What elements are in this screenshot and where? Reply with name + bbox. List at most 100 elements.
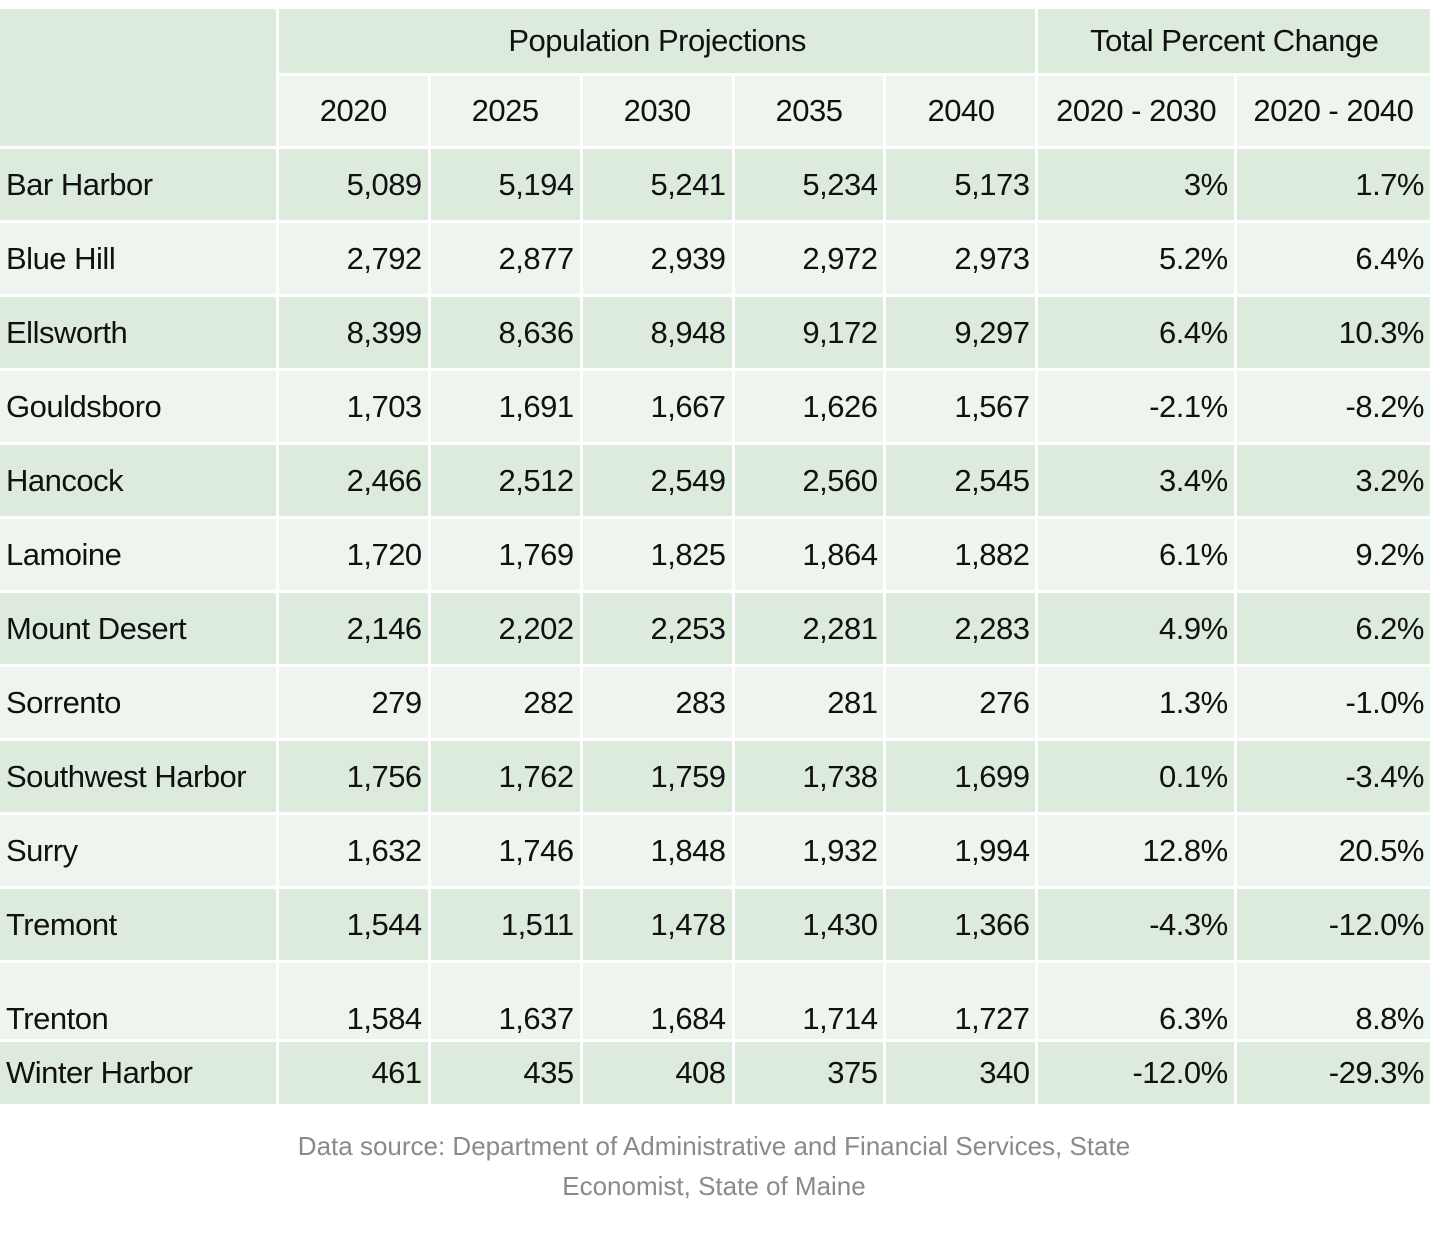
- column-header: 2040: [886, 76, 1036, 146]
- percent-change-cell: 6.4%: [1038, 297, 1234, 368]
- percent-change-cell: 1.3%: [1038, 667, 1234, 738]
- column-header: 2020 - 2040: [1236, 76, 1430, 146]
- population-value-cell: 8,399: [278, 297, 428, 368]
- data-source-note: Data source: Department of Administrativ…: [0, 1126, 1428, 1206]
- table-row: Surry 1,632 1,746 1,848 1,932 1,994 12.8% 20.5%: [0, 815, 1430, 886]
- population-value-cell: 1,430: [734, 889, 884, 960]
- population-value-cell: 1,762: [430, 741, 580, 812]
- table-body: Bar Harbor 5,089 5,194 5,241 5,234 5,173 3% 1.7…: [0, 149, 1430, 1104]
- population-value-cell: 340: [886, 1042, 1036, 1104]
- population-value-cell: 435: [430, 1042, 580, 1104]
- column-header: 2025: [430, 76, 580, 146]
- town-name-cell: Mount Desert: [0, 593, 276, 664]
- percent-change-cell: 1.7%: [1236, 149, 1430, 220]
- column-header: 2020: [278, 76, 428, 146]
- population-value-cell: 2,560: [734, 445, 884, 516]
- population-value-cell: 282: [430, 667, 580, 738]
- population-value-cell: 375: [734, 1042, 884, 1104]
- table-row: Trenton 1,584 1,637 1,684 1,714 1,727 6.3% 8.8%: [0, 963, 1430, 1039]
- percent-change-cell: 10.3%: [1236, 297, 1430, 368]
- population-value-cell: 276: [886, 667, 1036, 738]
- population-value-cell: 1,691: [430, 371, 580, 442]
- population-value-cell: 1,511: [430, 889, 580, 960]
- population-value-cell: 1,932: [734, 815, 884, 886]
- town-name-cell: Ellsworth: [0, 297, 276, 368]
- population-value-cell: 5,234: [734, 149, 884, 220]
- percent-change-cell: 4.9%: [1038, 593, 1234, 664]
- population-value-cell: 1,714: [734, 963, 884, 1039]
- population-value-cell: 2,146: [278, 593, 428, 664]
- population-value-cell: 1,366: [886, 889, 1036, 960]
- population-value-cell: 2,549: [582, 445, 732, 516]
- percent-change-cell: 3%: [1038, 149, 1234, 220]
- population-value-cell: 1,626: [734, 371, 884, 442]
- table-row: Bar Harbor 5,089 5,194 5,241 5,234 5,173 3% 1.7…: [0, 149, 1430, 220]
- percent-change-cell: 3.2%: [1236, 445, 1430, 516]
- percent-change-cell: -12.0%: [1038, 1042, 1234, 1104]
- population-value-cell: 1,756: [278, 741, 428, 812]
- percent-change-cell: -12.0%: [1236, 889, 1430, 960]
- population-value-cell: 9,172: [734, 297, 884, 368]
- population-value-cell: 2,939: [582, 223, 732, 294]
- population-value-cell: 279: [278, 667, 428, 738]
- population-value-cell: 1,703: [278, 371, 428, 442]
- table-row: Ellsworth 8,399 8,636 8,948 9,172 9,297 6.4% 10…: [0, 297, 1430, 368]
- population-value-cell: 1,825: [582, 519, 732, 590]
- population-value-cell: 2,202: [430, 593, 580, 664]
- group-header-change: Total Percent Change: [1038, 9, 1430, 73]
- source-line-1: Data source: Department of Administrativ…: [297, 1131, 1131, 1161]
- population-table-container: Population Projections Total Percent Cha…: [0, 6, 1432, 1107]
- table-row: Southwest Harbor 1,756 1,762 1,759 1,738 1,69…: [0, 741, 1430, 812]
- population-value-cell: 1,848: [582, 815, 732, 886]
- population-value-cell: 2,545: [886, 445, 1036, 516]
- population-value-cell: 1,584: [278, 963, 428, 1039]
- percent-change-cell: 6.3%: [1038, 963, 1234, 1039]
- population-value-cell: 2,792: [278, 223, 428, 294]
- population-value-cell: 1,567: [886, 371, 1036, 442]
- population-value-cell: 2,466: [278, 445, 428, 516]
- town-name-cell: Gouldsboro: [0, 371, 276, 442]
- population-value-cell: 5,194: [430, 149, 580, 220]
- table-row: Mount Desert 2,146 2,202 2,253 2,281 2,283 4.9…: [0, 593, 1430, 664]
- column-header: 2035: [734, 76, 884, 146]
- group-header-projections: Population Projections: [278, 9, 1036, 73]
- population-value-cell: 2,283: [886, 593, 1036, 664]
- table-row: Blue Hill 2,792 2,877 2,939 2,972 2,973 5.2% 6.…: [0, 223, 1430, 294]
- population-table: Population Projections Total Percent Cha…: [0, 6, 1433, 1107]
- column-header: 2030: [582, 76, 732, 146]
- percent-change-cell: 20.5%: [1236, 815, 1430, 886]
- population-value-cell: 2,973: [886, 223, 1036, 294]
- town-name-cell: Winter Harbor: [0, 1042, 276, 1104]
- population-value-cell: 1,746: [430, 815, 580, 886]
- town-name-cell: Surry: [0, 815, 276, 886]
- table-row: Sorrento 279 282 283 281 276 1.3% -1.0%: [0, 667, 1430, 738]
- town-name-cell: Bar Harbor: [0, 149, 276, 220]
- percent-change-cell: 5.2%: [1038, 223, 1234, 294]
- population-value-cell: 1,720: [278, 519, 428, 590]
- population-value-cell: 5,089: [278, 149, 428, 220]
- population-value-cell: 5,241: [582, 149, 732, 220]
- source-line-2: Economist, State of Maine: [562, 1171, 866, 1201]
- percent-change-cell: -2.1%: [1038, 371, 1234, 442]
- percent-change-cell: -4.3%: [1038, 889, 1234, 960]
- population-value-cell: 1,882: [886, 519, 1036, 590]
- percent-change-cell: -8.2%: [1236, 371, 1430, 442]
- percent-change-cell: 6.2%: [1236, 593, 1430, 664]
- corner-cell: [0, 9, 276, 146]
- population-value-cell: 1,727: [886, 963, 1036, 1039]
- group-header-row: Population Projections Total Percent Cha…: [0, 9, 1430, 146]
- population-value-cell: 281: [734, 667, 884, 738]
- population-value-cell: 1,699: [886, 741, 1036, 812]
- town-name-cell: Sorrento: [0, 667, 276, 738]
- town-name-cell: Trenton: [0, 963, 276, 1039]
- population-value-cell: 2,512: [430, 445, 580, 516]
- population-value-cell: 8,636: [430, 297, 580, 368]
- percent-change-cell: -1.0%: [1236, 667, 1430, 738]
- table-row: Winter Harbor 461 435 408 375 340 -12.0% -29.3%: [0, 1042, 1430, 1104]
- population-value-cell: 8,948: [582, 297, 732, 368]
- population-value-cell: 9,297: [886, 297, 1036, 368]
- table-row: Gouldsboro 1,703 1,691 1,667 1,626 1,567 -2.1%…: [0, 371, 1430, 442]
- population-value-cell: 1,759: [582, 741, 732, 812]
- population-value-cell: 1,667: [582, 371, 732, 442]
- table-row: Hancock 2,466 2,512 2,549 2,560 2,545 3.4% 3.2%: [0, 445, 1430, 516]
